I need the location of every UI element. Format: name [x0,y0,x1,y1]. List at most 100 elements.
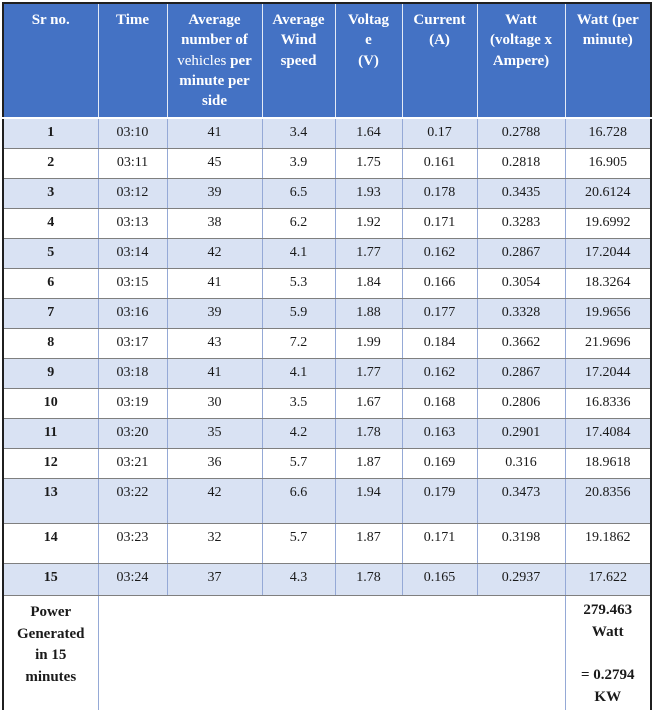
cell-sr-no: 3 [2,177,99,209]
cell-current: 0.169 [401,447,478,479]
cell-current: 0.171 [401,522,478,564]
cell-watt-per-minute: 16.905 [564,147,652,179]
cell-avg-wind-speed: 4.1 [261,237,336,269]
column-header-sr-no: Sr no. [2,3,99,120]
cell-watt-voltage-x-ampere: 0.3198 [476,522,566,564]
column-header-watt-voltage-x-ampere: Watt (voltage x Ampere) [476,3,566,120]
table-row: 11 03:20 35 4.2 1.78 0.163 0.2901 17.4084 [2,417,652,449]
cell-voltage: 1.78 [334,417,403,449]
table-row: 4 03:13 38 6.2 1.92 0.171 0.3283 19.6992 [2,207,652,239]
cell-current: 0.166 [401,267,478,299]
cell-time: 03:20 [97,417,168,449]
cell-voltage: 1.87 [334,447,403,479]
footer-merged-empty-cell [97,594,566,710]
cell-avg-wind-speed: 4.3 [261,562,336,596]
cell-current: 0.184 [401,327,478,359]
cell-watt-voltage-x-ampere: 0.2937 [476,562,566,596]
cell-watt-per-minute: 20.8356 [564,477,652,524]
cell-watt-voltage-x-ampere: 0.3283 [476,207,566,239]
cell-current: 0.177 [401,297,478,329]
cell-watt-voltage-x-ampere: 0.3473 [476,477,566,524]
cell-sr-no: 4 [2,207,99,239]
cell-sr-no: 7 [2,297,99,329]
cell-current: 0.165 [401,562,478,596]
cell-avg-wind-speed: 4.1 [261,357,336,389]
cell-current: 0.17 [401,117,478,149]
cell-avg-vehicles-per-minute: 32 [166,522,263,564]
cell-sr-no: 6 [2,267,99,299]
cell-time: 03:18 [97,357,168,389]
cell-avg-vehicles-per-minute: 30 [166,387,263,419]
cell-watt-per-minute: 17.622 [564,562,652,596]
table-row: 9 03:18 41 4.1 1.77 0.162 0.2867 17.2044 [2,357,652,389]
cell-avg-wind-speed: 6.5 [261,177,336,209]
cell-time: 03:14 [97,237,168,269]
table-row: 6 03:15 41 5.3 1.84 0.166 0.3054 18.3264 [2,267,652,299]
cell-current: 0.162 [401,237,478,269]
cell-sr-no: 9 [2,357,99,389]
footer-row: Power Generated in 15 minutes 279.463 Wat… [2,594,652,710]
cell-watt-per-minute: 16.728 [564,117,652,149]
cell-sr-no: 12 [2,447,99,479]
cell-voltage: 1.78 [334,562,403,596]
cell-time: 03:16 [97,297,168,329]
footer-total-power: 279.463 Watt = 0.2794 KW [564,594,652,710]
column-header-avg-wind-speed: Average Wind speed [261,3,336,120]
cell-sr-no: 2 [2,147,99,179]
cell-watt-voltage-x-ampere: 0.2818 [476,147,566,179]
column-header-watt-per-minute: Watt (per minute) [564,3,652,120]
table-row: 15 03:24 37 4.3 1.78 0.165 0.2937 17.622 [2,562,652,596]
cell-watt-voltage-x-ampere: 0.2867 [476,237,566,269]
table-row: 7 03:16 39 5.9 1.88 0.177 0.3328 19.9656 [2,297,652,329]
column-header-voltage: Voltag e (V) [334,3,403,120]
cell-current: 0.161 [401,147,478,179]
cell-current: 0.168 [401,387,478,419]
cell-sr-no: 15 [2,562,99,596]
cell-avg-vehicles-per-minute: 36 [166,447,263,479]
cell-sr-no: 8 [2,327,99,359]
cell-avg-vehicles-per-minute: 41 [166,267,263,299]
cell-sr-no: 13 [2,477,99,524]
cell-current: 0.163 [401,417,478,449]
cell-avg-wind-speed: 3.9 [261,147,336,179]
cell-avg-vehicles-per-minute: 37 [166,562,263,596]
cell-time: 03:21 [97,447,168,479]
cell-watt-per-minute: 17.4084 [564,417,652,449]
table-body: 1 03:10 41 3.4 1.64 0.17 0.2788 16.728 2 03:11 45 3… [2,117,652,596]
cell-voltage: 1.93 [334,177,403,209]
footer-value-line: 279.463 Watt [583,601,633,640]
column-header-avg-vehicles-per-minute: Average number of vehicles per minute pe… [166,3,263,120]
cell-watt-per-minute: 17.2044 [564,357,652,389]
cell-watt-per-minute: 19.6992 [564,207,652,239]
table-row: 12 03:21 36 5.7 1.87 0.169 0.316 18.9618 [2,447,652,479]
table-row: 10 03:19 30 3.5 1.67 0.168 0.2806 16.8336 [2,387,652,419]
cell-watt-per-minute: 19.9656 [564,297,652,329]
cell-time: 03:22 [97,477,168,524]
cell-current: 0.171 [401,207,478,239]
cell-voltage: 1.77 [334,237,403,269]
cell-time: 03:13 [97,207,168,239]
cell-voltage: 1.94 [334,477,403,524]
cell-voltage: 1.84 [334,267,403,299]
cell-voltage: 1.67 [334,387,403,419]
cell-avg-wind-speed: 6.6 [261,477,336,524]
cell-current: 0.179 [401,477,478,524]
cell-watt-voltage-x-ampere: 0.3328 [476,297,566,329]
cell-watt-voltage-x-ampere: 0.3662 [476,327,566,359]
cell-time: 03:11 [97,147,168,179]
cell-time: 03:17 [97,327,168,359]
cell-watt-voltage-x-ampere: 0.2788 [476,117,566,149]
cell-time: 03:10 [97,117,168,149]
cell-watt-voltage-x-ampere: 0.2867 [476,357,566,389]
cell-voltage: 1.92 [334,207,403,239]
cell-avg-vehicles-per-minute: 41 [166,117,263,149]
cell-watt-per-minute: 18.3264 [564,267,652,299]
cell-avg-vehicles-per-minute: 43 [166,327,263,359]
cell-time: 03:12 [97,177,168,209]
cell-avg-vehicles-per-minute: 39 [166,177,263,209]
cell-watt-per-minute: 19.1862 [564,522,652,564]
cell-avg-wind-speed: 5.9 [261,297,336,329]
cell-avg-vehicles-per-minute: 45 [166,147,263,179]
cell-avg-vehicles-per-minute: 42 [166,477,263,524]
